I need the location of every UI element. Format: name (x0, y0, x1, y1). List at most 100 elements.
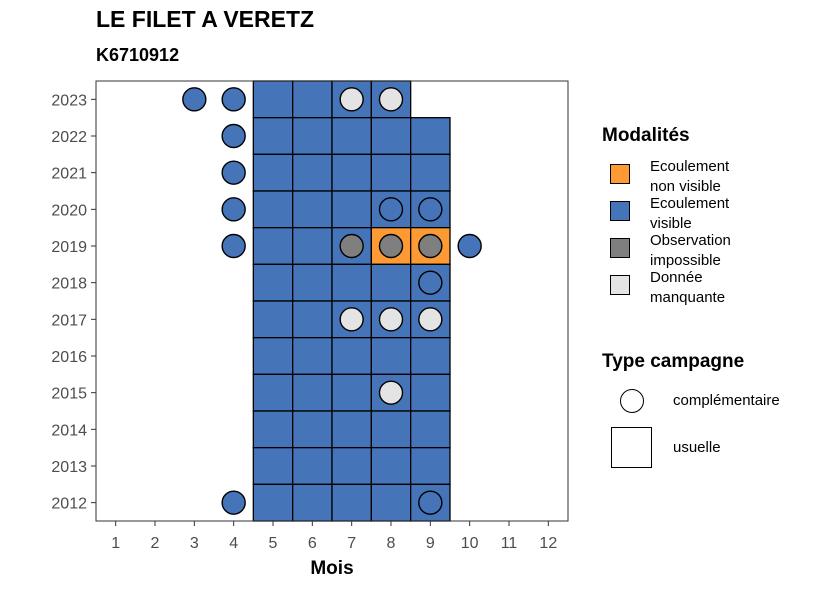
point-2017-9 (418, 307, 443, 332)
tile-2023-5 (252, 80, 294, 119)
tile-2018-7 (331, 263, 372, 302)
x-tick-label-12: 12 (539, 535, 557, 552)
point-2021-4 (221, 160, 246, 185)
tile-2014-8 (370, 410, 412, 449)
point-2019-10 (457, 233, 482, 259)
point-2019-7 (339, 233, 364, 259)
tile-2020-5 (252, 190, 294, 229)
point-2017-8 (378, 307, 404, 332)
tile-2019-5 (252, 227, 294, 265)
tile-2022-6 (292, 117, 333, 155)
point-2023-3 (182, 87, 207, 112)
chart-subtitle: K6710912 (96, 45, 180, 65)
chart-title: LE FILET A VERETZ (96, 6, 315, 32)
legend-label-visible: Ecoulement visible (650, 195, 730, 232)
legend-modalites-title: Modalités (602, 125, 690, 146)
tile-2021-8 (370, 153, 412, 192)
tile-2016-9 (410, 337, 451, 375)
tile-2020-6 (292, 190, 333, 229)
tile-2014-9 (410, 410, 451, 449)
point-2017-7 (339, 307, 364, 332)
tile-2013-9 (410, 447, 451, 485)
x-tick-label-9: 9 (426, 535, 435, 552)
tile-2017-5 (252, 300, 294, 339)
point-2020-9 (418, 197, 443, 222)
tile-2013-6 (292, 447, 333, 485)
tile-2016-6 (292, 337, 333, 375)
x-axis-label: Mois (310, 558, 353, 579)
x-tick-label-2: 2 (151, 535, 160, 552)
legend-label-manquante: Donnée manquante (650, 269, 726, 306)
legend-label-complementaire: complémentaire (673, 392, 780, 409)
x-tick-label-5: 5 (269, 535, 278, 552)
tile-2021-5 (252, 153, 294, 192)
tile-2015-9 (410, 373, 451, 412)
plot-border (95, 80, 569, 522)
y-tick-label-2012: 2012 (51, 496, 87, 513)
tile-2019-6 (292, 227, 333, 265)
tile-2021-9 (410, 153, 451, 192)
tile-2014-6 (292, 410, 333, 449)
tile-2015-5 (252, 373, 294, 412)
legend-key-usuelle (611, 427, 652, 468)
point-2023-4 (221, 87, 246, 112)
tile-2015-7 (331, 373, 372, 412)
tile-2018-6 (292, 263, 333, 302)
tile-2021-7 (331, 153, 372, 192)
point-2020-4 (221, 197, 246, 222)
legend-label-non-visible: Ecoulement non visible (650, 158, 730, 195)
tile-2012-8 (370, 483, 412, 522)
legend-key-visible (610, 201, 630, 221)
y-tick-label-2021: 2021 (51, 166, 87, 183)
point-2023-7 (339, 87, 364, 112)
legend-label-impossible: Observation impossible (650, 232, 731, 269)
tile-2014-7 (331, 410, 372, 449)
y-tick-label-2020: 2020 (51, 202, 87, 219)
x-tick-label-4: 4 (229, 535, 238, 552)
tile-2020-7 (331, 190, 372, 229)
point-2022-4 (221, 123, 246, 149)
x-tick-label-10: 10 (461, 535, 479, 552)
tile-2013-5 (252, 447, 294, 485)
x-tick-label-3: 3 (190, 535, 199, 552)
tile-2013-7 (331, 447, 372, 485)
y-tick-label-2019: 2019 (51, 239, 87, 256)
tile-2014-5 (252, 410, 294, 449)
point-2023-8 (378, 87, 404, 112)
point-2019-8 (378, 233, 404, 259)
tile-2021-6 (292, 153, 333, 192)
tile-2015-6 (292, 373, 333, 412)
point-2019-4 (221, 233, 246, 259)
tile-2022-8 (370, 117, 412, 155)
legend-key-impossible (610, 238, 630, 258)
y-tick-label-2016: 2016 (51, 349, 87, 366)
point-2012-4 (221, 490, 246, 515)
x-tick-label-7: 7 (347, 535, 356, 552)
tile-2022-9 (410, 117, 451, 155)
tile-2012-7 (331, 483, 372, 522)
tile-2022-7 (331, 117, 372, 155)
point-2012-9 (418, 490, 443, 515)
tile-2013-8 (370, 447, 412, 485)
tile-2012-5 (252, 483, 294, 522)
legend-type-title: Type campagne (602, 351, 745, 372)
tile-2016-7 (331, 337, 372, 375)
point-2018-9 (418, 270, 443, 295)
y-tick-label-2018: 2018 (51, 276, 87, 293)
tile-2017-6 (292, 300, 333, 339)
point-2015-8 (378, 380, 404, 405)
y-tick-label-2017: 2017 (51, 312, 87, 329)
x-tick-label-11: 11 (501, 535, 518, 552)
tile-2012-6 (292, 483, 333, 522)
y-tick-label-2023: 2023 (51, 92, 87, 109)
point-2019-9 (418, 233, 443, 259)
tile-2022-5 (252, 117, 294, 155)
tile-2023-6 (292, 80, 333, 119)
y-tick-label-2022: 2022 (51, 129, 87, 146)
y-tick-label-2015: 2015 (51, 386, 87, 403)
legend-key-non-visible (610, 164, 630, 184)
legend-key-manquante (610, 275, 630, 295)
x-tick-label-8: 8 (387, 535, 396, 552)
tile-2016-5 (252, 337, 294, 375)
